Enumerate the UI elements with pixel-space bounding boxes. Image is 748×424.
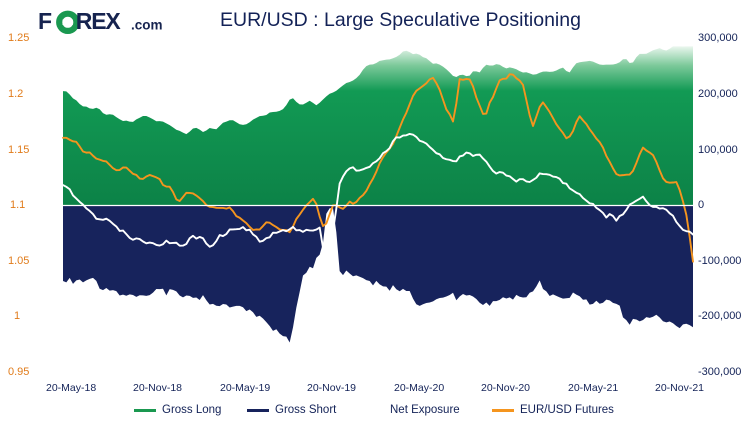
svg-text:REX: REX (76, 9, 122, 34)
svg-text:.com: .com (131, 18, 163, 33)
svg-text:F: F (38, 9, 52, 34)
